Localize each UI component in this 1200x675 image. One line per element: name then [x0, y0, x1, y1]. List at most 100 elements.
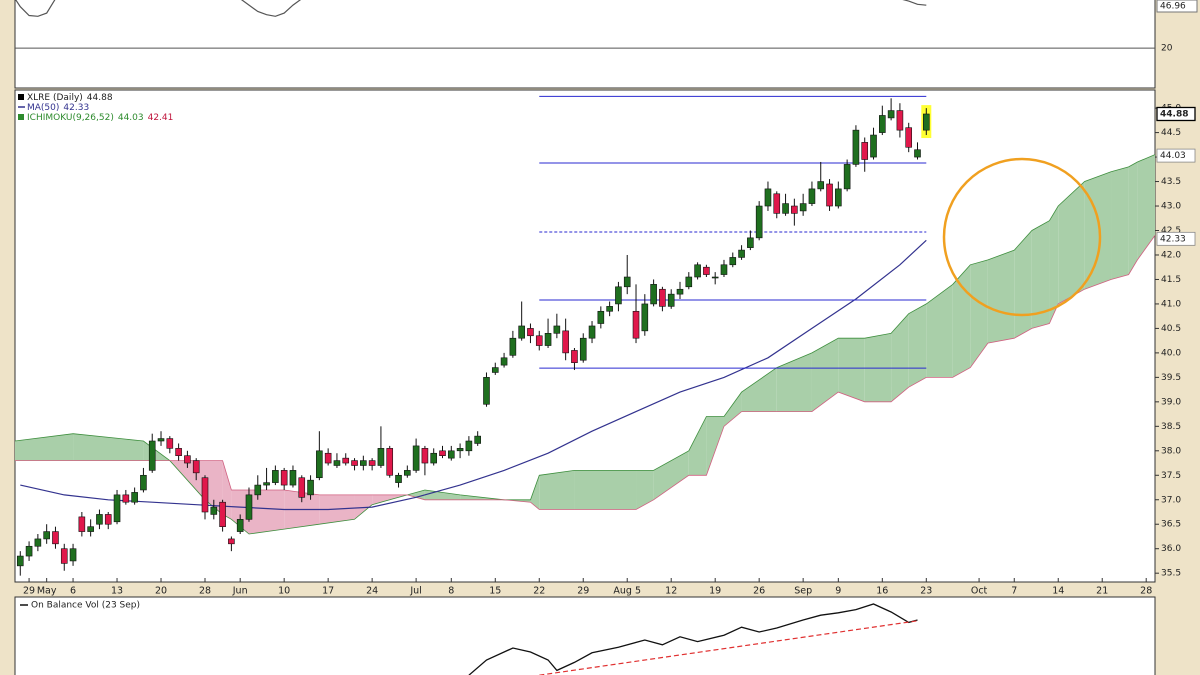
- value-label: 44.88: [1160, 109, 1188, 119]
- candle-body: [175, 448, 182, 456]
- cloud-segment: [574, 470, 637, 510]
- candle-body: [219, 501, 226, 527]
- x-tick-label: Jul: [409, 586, 421, 597]
- x-tick-label: 8: [448, 586, 454, 597]
- obv-line: [468, 603, 918, 675]
- candle-body: [34, 538, 42, 547]
- legend-value: 44.03: [118, 113, 144, 123]
- cloud-segment: [891, 313, 909, 402]
- x-tick-label: May: [37, 586, 57, 597]
- cloud-segment: [723, 392, 742, 427]
- x-tick-label: 22: [533, 586, 545, 597]
- candle-body: [272, 470, 279, 483]
- candle-body: [571, 350, 578, 363]
- y-tick-label: 37.5: [1161, 471, 1181, 481]
- candle-body: [782, 203, 789, 214]
- candle-body: [667, 293, 675, 307]
- cloud-segment: [636, 470, 654, 510]
- value-label: 44.03: [1160, 151, 1186, 161]
- top-panel: [14, 0, 1156, 89]
- legend-name: XLRE (Daily): [27, 93, 83, 103]
- candle-body: [52, 531, 59, 545]
- candle-body: [483, 377, 490, 405]
- candle-body: [113, 494, 121, 523]
- candle-body: [685, 276, 693, 288]
- x-tick-label: 17: [322, 586, 334, 597]
- y-tick-label: 43.0: [1161, 202, 1181, 212]
- candle-body: [711, 276, 719, 279]
- cloud-segment: [539, 470, 575, 510]
- candle-body: [870, 134, 877, 158]
- value-box: [1156, 106, 1196, 122]
- y-tick-label: 36.5: [1161, 520, 1181, 530]
- candle-body: [78, 516, 86, 532]
- candle-body: [817, 181, 825, 190]
- candle-body: [799, 203, 807, 212]
- candle-body: [562, 330, 569, 354]
- candle-body: [773, 193, 781, 214]
- x-tick-label: 15: [489, 586, 501, 597]
- candle-body: [852, 129, 860, 165]
- candle-body: [377, 448, 385, 466]
- cloud-segment: [1049, 206, 1059, 324]
- span-a-line: [15, 154, 1155, 535]
- cloud-segment: [73, 433, 144, 461]
- x-tick-label: 14: [1052, 586, 1064, 597]
- legend-icon: [18, 94, 24, 100]
- candle-body: [96, 514, 103, 525]
- candle-body: [43, 531, 50, 540]
- value-label: 42.33: [1160, 234, 1186, 244]
- candle-body: [395, 474, 402, 483]
- candle-body: [201, 477, 209, 513]
- x-tick-label: 29: [23, 586, 35, 597]
- x-tick-label: 24: [366, 586, 378, 597]
- candle-body: [527, 328, 534, 337]
- legend-icon: [18, 114, 24, 120]
- candle-body: [676, 288, 684, 295]
- y-tick-label: 44.5: [1161, 128, 1181, 138]
- x-tick-label: 16: [876, 586, 888, 597]
- candle-body: [879, 115, 886, 133]
- x-tick-label: 21: [1096, 586, 1108, 597]
- x-tick-label: 28: [199, 586, 211, 597]
- candle-body: [755, 205, 763, 239]
- candle-body: [254, 484, 262, 496]
- y-tick-label: 41.5: [1161, 275, 1181, 285]
- candle-body: [500, 357, 508, 366]
- candle-body: [905, 127, 913, 148]
- candle-body: [368, 460, 376, 466]
- candle-body: [280, 470, 288, 486]
- cloud-segment: [407, 489, 425, 500]
- y-tick-label: 35.5: [1161, 569, 1181, 579]
- cloud-segment: [205, 460, 223, 515]
- candle-body: [447, 450, 455, 459]
- candle-body: [210, 506, 218, 515]
- cloud-segment: [811, 338, 839, 412]
- x-tick-label: Aug 5: [613, 586, 641, 597]
- cloud-segment: [1128, 161, 1138, 275]
- candle-body: [263, 482, 270, 486]
- candle-body: [131, 492, 138, 503]
- candle-body: [360, 460, 367, 466]
- candle-body: [439, 450, 446, 456]
- cloud-segment: [908, 303, 927, 388]
- candle-body: [192, 460, 200, 474]
- x-tick-label: 20: [155, 586, 167, 597]
- candle-body: [720, 264, 728, 275]
- candle-body: [69, 548, 77, 562]
- candle-body: [87, 526, 94, 532]
- candle-body: [104, 514, 112, 525]
- candle-body: [764, 188, 772, 207]
- candle-body: [184, 455, 191, 464]
- candle-body: [456, 448, 464, 452]
- x-tick-label: Jun: [232, 586, 248, 597]
- plot: [15, 0, 1155, 675]
- y-tick-label: 38.0: [1161, 446, 1181, 456]
- candle-body: [316, 450, 323, 479]
- candle-body: [623, 276, 631, 288]
- cloud-segment: [688, 416, 707, 476]
- x-tick-label: 28: [1140, 586, 1152, 597]
- candle-body: [518, 325, 525, 339]
